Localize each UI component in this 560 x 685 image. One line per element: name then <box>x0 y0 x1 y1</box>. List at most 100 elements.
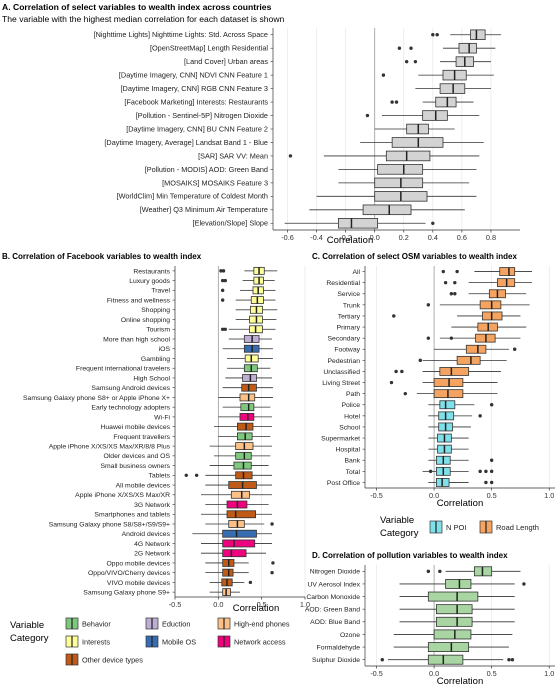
panel-d-outlier <box>426 569 431 574</box>
legend-b-label: High-end phones <box>234 620 290 629</box>
panel-c-outlier <box>426 303 431 307</box>
panel-c-outlier <box>392 314 396 318</box>
panel-c-box <box>499 267 516 276</box>
panel-b-category-label: Samsung Galaxy phone S9+ <box>83 590 170 597</box>
panel-a-outlier <box>365 113 370 118</box>
panel-b-box <box>230 490 250 499</box>
panel-c-outlier <box>394 369 398 374</box>
legend-b-entry: Behavior <box>65 617 111 630</box>
panel-d-outlier <box>507 657 511 662</box>
panel-c-category-label: Supermarket <box>321 435 360 442</box>
panel-c-x-tick-label: 0.0 <box>429 491 439 500</box>
panel-b-category-label: Frequent travellers <box>113 434 170 441</box>
panel-c-category-label: Path <box>346 391 360 398</box>
panel-a-category-label: [Weather] Q3 Minimum Air Temperature <box>140 205 268 214</box>
panel-b-category-label: Frequent international travelers <box>76 366 171 373</box>
panel-c-category-label: Hospital <box>335 447 360 454</box>
panel-b-category-label: Samsung Galaxy phone S8/S8+/S9/S9+ <box>49 521 170 528</box>
panel-a-title: A. Correlation of select variables to we… <box>2 2 272 12</box>
panel-b-outlier <box>194 473 199 478</box>
panel-a-category-label: [Daytime Imagery, Average] Landsat Band … <box>104 138 268 147</box>
panel-b-outlier <box>248 580 253 585</box>
panel-c-outlier <box>449 292 454 296</box>
legend-c-entry: N POI <box>429 520 466 534</box>
panel-b-outlier <box>271 561 275 565</box>
panel-b-outlier <box>220 298 225 302</box>
legend-b-entry: Other device types <box>65 653 143 666</box>
panel-c-outlier <box>441 269 446 274</box>
panel-d-category-label: AOD: Green Band <box>305 607 360 614</box>
panel-b-box <box>222 549 247 558</box>
panel-d-title: D. Correlation of pollution variables to… <box>312 551 508 560</box>
panel-b-category-label: Restaurants <box>133 268 170 275</box>
panel-b-category-label: Online shopping <box>121 317 170 324</box>
legend-b-entry: Interests <box>65 635 110 648</box>
panel-a-box <box>362 204 412 216</box>
panel-a-outlier <box>409 46 413 50</box>
panel-b-box <box>235 451 252 460</box>
panel-c-outlier <box>478 469 482 474</box>
panel-b-category-label: Older devices and OS <box>104 453 171 460</box>
panel-c-outlier <box>453 280 457 285</box>
panel-b-outlier <box>219 269 223 273</box>
panel-c-outlier <box>389 380 394 385</box>
panel-b-category-label: Samsung Galaxy phone S8+ or Apple iPhone… <box>23 395 170 402</box>
panel-b-outlier <box>220 288 225 293</box>
panel-d-category-label: UV Aerosol Index <box>307 581 360 588</box>
panel-b-category-label: Smartphones and tablets <box>94 512 170 519</box>
legend-c-label: Road Length <box>496 523 539 532</box>
panel-c-outlier <box>426 336 431 340</box>
legend-c-title-line1: Variable <box>380 515 414 526</box>
panel-c-outlier <box>428 469 433 474</box>
panel-a-category-label: [Nighttime Lights] Nighttime Lights: Std… <box>94 30 268 39</box>
panel-a-outlier <box>404 59 409 64</box>
panel-c-outlier <box>403 391 408 396</box>
panel-c-category-label: Unclassified <box>323 369 360 376</box>
panel-a-outlier <box>394 100 399 104</box>
panel-a-outlier <box>397 46 402 50</box>
panel-c-x-tick-label: -0.5 <box>370 491 383 500</box>
panel-a-subtitle: The variable with the highest median cor… <box>2 14 285 24</box>
panel-d-outlier <box>438 569 442 574</box>
panel-a-category-label: [Land Cover] Urban areas <box>184 57 268 66</box>
panel-b-category-label: Travel <box>151 288 170 295</box>
panel-b-category-label: Huawei mobile devices <box>100 424 170 431</box>
panel-a-box <box>374 177 424 189</box>
panel-d-box <box>435 616 473 627</box>
panel-b-box <box>236 422 254 431</box>
panel-b-box <box>240 403 255 412</box>
panel-b-category-label: Apple iPhone X/XS/XS Max/XR/8/8 Plus <box>49 444 171 451</box>
panel-b-category-label: Fitness and wellness <box>107 297 171 304</box>
panel-b-category-label: Samsung Android devices <box>91 385 170 392</box>
panel-c-outlier <box>484 469 488 474</box>
panel-c-outlier <box>489 403 494 407</box>
panel-c-box <box>479 300 502 310</box>
panel-b-category-label: iOS <box>159 346 171 353</box>
legend-b-entry: Eduction <box>145 617 190 630</box>
legend-b-label: Network access <box>234 638 286 647</box>
panel-a-x-tick-label: -0.4 <box>310 233 323 242</box>
legend-b-label: Interests <box>82 638 110 647</box>
panel-b-outlier <box>223 327 227 331</box>
panel-d-x-tick-label: 0.0 <box>429 669 439 678</box>
panel-a-x-tick-label: 0.6 <box>457 233 467 242</box>
panel-b-category-label: Shopping <box>141 307 170 314</box>
panel-c-outlier <box>400 369 404 374</box>
panel-a-outlier <box>288 154 293 158</box>
panel-b-x-tick-label: 0.5 <box>257 600 267 609</box>
panel-d-box <box>427 654 464 665</box>
panel-b-category-label: High School <box>133 375 170 382</box>
panel-d-outlier <box>522 582 526 586</box>
panel-d-category-label: Nitrogen Dioxide <box>310 569 360 576</box>
panel-b-box <box>222 568 234 577</box>
panel-c-category-label: Total <box>346 469 361 476</box>
panel-b-category-label: VIVO mobile devices <box>107 580 171 587</box>
panel-c-outlier <box>418 358 422 363</box>
panel-b-box <box>222 529 257 538</box>
panel-b-category-label: More than high school <box>103 336 170 343</box>
panel-d-xlabel: Correlation <box>437 676 483 685</box>
legend-b-entry: Mobile OS <box>145 635 196 648</box>
panel-c-category-label: Pedestrian <box>328 358 361 365</box>
panel-b-category-label: Gambling <box>141 356 170 363</box>
panel-b-category-label: Early technology adopters <box>91 405 170 412</box>
